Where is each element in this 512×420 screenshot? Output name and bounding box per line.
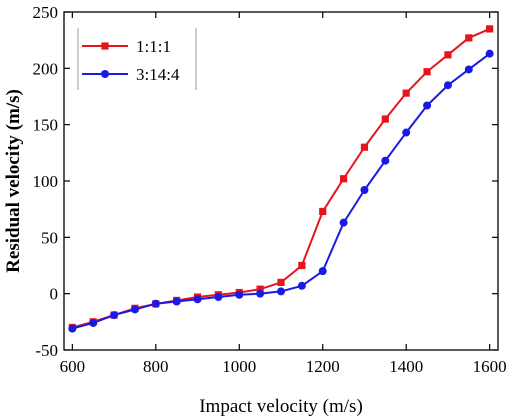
series-2-point: [339, 218, 348, 227]
axis-ticks: 600 800 1000 1200 1400 1600 -50 0 50 100 150 200 250: [33, 3, 507, 376]
series-1-point: [465, 34, 473, 42]
y-tick-label: 250: [33, 3, 59, 22]
series-1-point: [381, 115, 389, 123]
series-2-point: [68, 324, 77, 333]
series-1-point: [486, 25, 494, 33]
x-tick-label: 600: [60, 357, 86, 376]
series-2-point: [381, 156, 390, 165]
y-axis-title: Residual velocity (m/s): [3, 89, 24, 273]
x-tick-label: 1200: [306, 357, 340, 376]
legend-swatch-marker-1: [101, 42, 109, 50]
y-tick-label: 150: [33, 116, 59, 135]
x-tick-label: 1600: [473, 357, 507, 376]
series-2-point: [443, 81, 452, 90]
series-1-point: [298, 261, 306, 270]
y-tick-label: 100: [33, 172, 59, 191]
series-1-point: [339, 175, 348, 183]
series-line-2: [72, 52, 491, 330]
series-1-point: [360, 143, 369, 151]
series-2-point: [402, 128, 411, 137]
y-tick-label: -50: [35, 341, 58, 360]
legend: 1:1:1 3:14:4: [77, 28, 197, 90]
plot-frame: [63, 11, 499, 351]
series-2-point: [297, 281, 306, 290]
series-2-point: [130, 305, 139, 314]
series-1-point: [277, 278, 285, 286]
legend-label-2: 3:14:4: [136, 65, 180, 84]
series-2-point: [172, 297, 181, 306]
x-tick-label: 1400: [389, 357, 423, 376]
y-tick-label: 200: [33, 59, 59, 78]
series-2-point: [318, 267, 327, 276]
series-1-point: [319, 207, 327, 216]
x-axis-title: Impact velocity (m/s): [199, 396, 363, 417]
x-tick-label: 800: [143, 357, 169, 376]
series-2-point: [151, 299, 160, 308]
series-1-point: [256, 285, 264, 293]
series-2-point: [214, 293, 223, 302]
y-tick-label: 50: [41, 228, 58, 247]
series-2-point: [256, 289, 265, 298]
series-2-point: [423, 101, 432, 110]
series-2-point: [235, 290, 244, 299]
series-2-point: [360, 186, 369, 195]
series-2-point: [464, 65, 473, 74]
series-1-point: [444, 51, 452, 59]
series-2-point: [110, 311, 119, 320]
series-2-point: [89, 318, 98, 327]
series-1-point: [402, 89, 410, 97]
series-2-point: [277, 287, 285, 296]
legend-swatch-marker-2: [101, 70, 109, 78]
series-2-point: [485, 49, 494, 58]
y-tick-label: 0: [50, 285, 59, 304]
x-tick-label: 1000: [222, 357, 256, 376]
series-1-point: [423, 68, 431, 76]
legend-label-1: 1:1:1: [136, 37, 171, 56]
series-2-point: [193, 295, 202, 304]
series-markers: [68, 25, 494, 333]
